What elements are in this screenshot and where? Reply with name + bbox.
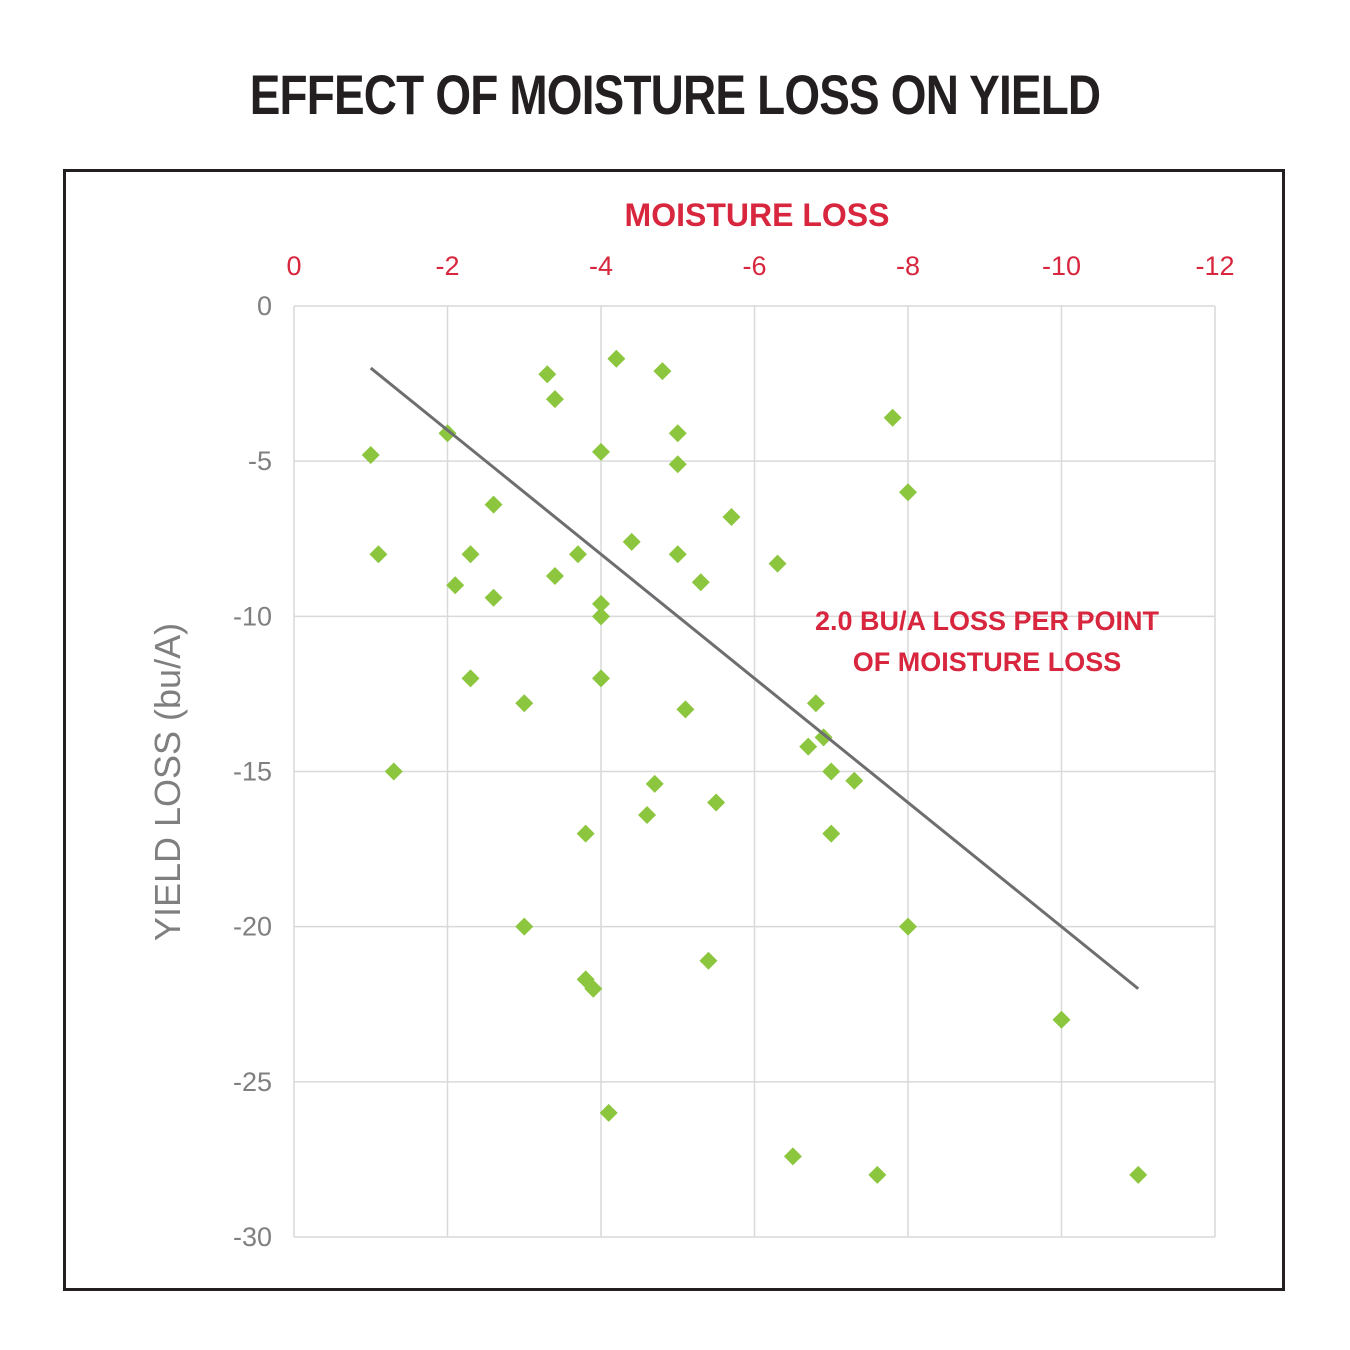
data-point [545, 390, 564, 409]
x-tick-label: -12 [1195, 251, 1234, 281]
chart-frame [63, 169, 1285, 1291]
y-tick-label: -15 [233, 757, 272, 787]
x-tick-label: 0 [286, 251, 301, 281]
data-point [384, 762, 403, 781]
data-point [584, 979, 603, 998]
data-point [599, 1103, 618, 1122]
data-point [822, 824, 841, 843]
data-point [446, 576, 465, 595]
grid-lines [293, 305, 1216, 1238]
data-point [668, 455, 687, 474]
data-point [592, 594, 610, 613]
data-point [461, 545, 480, 564]
data-point [899, 483, 917, 502]
x-axis-label: MOISTURE LOSS [625, 197, 890, 233]
data-point [1129, 1165, 1148, 1184]
trendline [369, 366, 1140, 990]
data-points [361, 349, 1148, 1184]
x-tick-label: -6 [742, 251, 766, 281]
y-tick-label: -30 [233, 1222, 272, 1252]
y-tick-label: -20 [233, 912, 272, 942]
data-point [783, 1147, 802, 1166]
data-point [538, 365, 557, 384]
data-point [638, 805, 657, 824]
annotation-line-2: OF MOISTURE LOSS [853, 647, 1122, 677]
x-tick-label: -8 [896, 251, 920, 281]
x-tick-label: -4 [589, 251, 613, 281]
data-point [699, 951, 718, 970]
data-point [814, 728, 833, 747]
data-point [361, 445, 380, 464]
data-point [899, 917, 917, 936]
data-point [768, 554, 787, 573]
data-point [515, 694, 534, 713]
data-point [653, 362, 672, 381]
data-point [568, 545, 587, 564]
data-point [845, 771, 864, 790]
y-tick-label: -25 [233, 1067, 272, 1097]
data-point [707, 793, 726, 812]
data-point [592, 669, 610, 688]
y-axis-label: YIELD LOSS (bu/A) [147, 623, 188, 941]
data-point [676, 700, 695, 719]
data-point [622, 532, 641, 551]
y-tick-labels: 0 -5 -10 -15 -20 -25 -30 [233, 291, 272, 1252]
data-point [369, 545, 388, 564]
data-point [822, 762, 841, 781]
data-point [668, 424, 687, 443]
data-point [799, 737, 818, 756]
data-point [515, 917, 534, 936]
annotation-line-1: 2.0 BU/A LOSS PER POINT [815, 606, 1160, 636]
chart-title: EFFECT OF MOISTURE LOSS ON YIELD [249, 63, 1101, 126]
y-tick-label: -5 [248, 446, 272, 476]
x-tick-label: -2 [435, 251, 459, 281]
data-point [592, 607, 610, 626]
data-point [691, 573, 710, 592]
data-point [607, 349, 626, 368]
data-point [868, 1165, 887, 1184]
data-point [1052, 1010, 1071, 1029]
data-point [484, 495, 503, 514]
data-point [645, 774, 664, 793]
y-tick-label: -10 [233, 601, 272, 631]
data-point [668, 545, 687, 564]
data-point [576, 824, 595, 843]
x-tick-labels: 0 -2 -4 -6 -8 -10 -12 [286, 251, 1234, 281]
y-tick-label: 0 [257, 291, 272, 321]
data-point [438, 424, 457, 443]
data-point [883, 408, 902, 427]
data-point [461, 669, 480, 688]
x-tick-label: -10 [1042, 251, 1081, 281]
data-point [722, 508, 741, 527]
data-point [592, 442, 610, 461]
data-point [484, 588, 503, 607]
data-point [545, 566, 564, 585]
data-point [806, 694, 825, 713]
